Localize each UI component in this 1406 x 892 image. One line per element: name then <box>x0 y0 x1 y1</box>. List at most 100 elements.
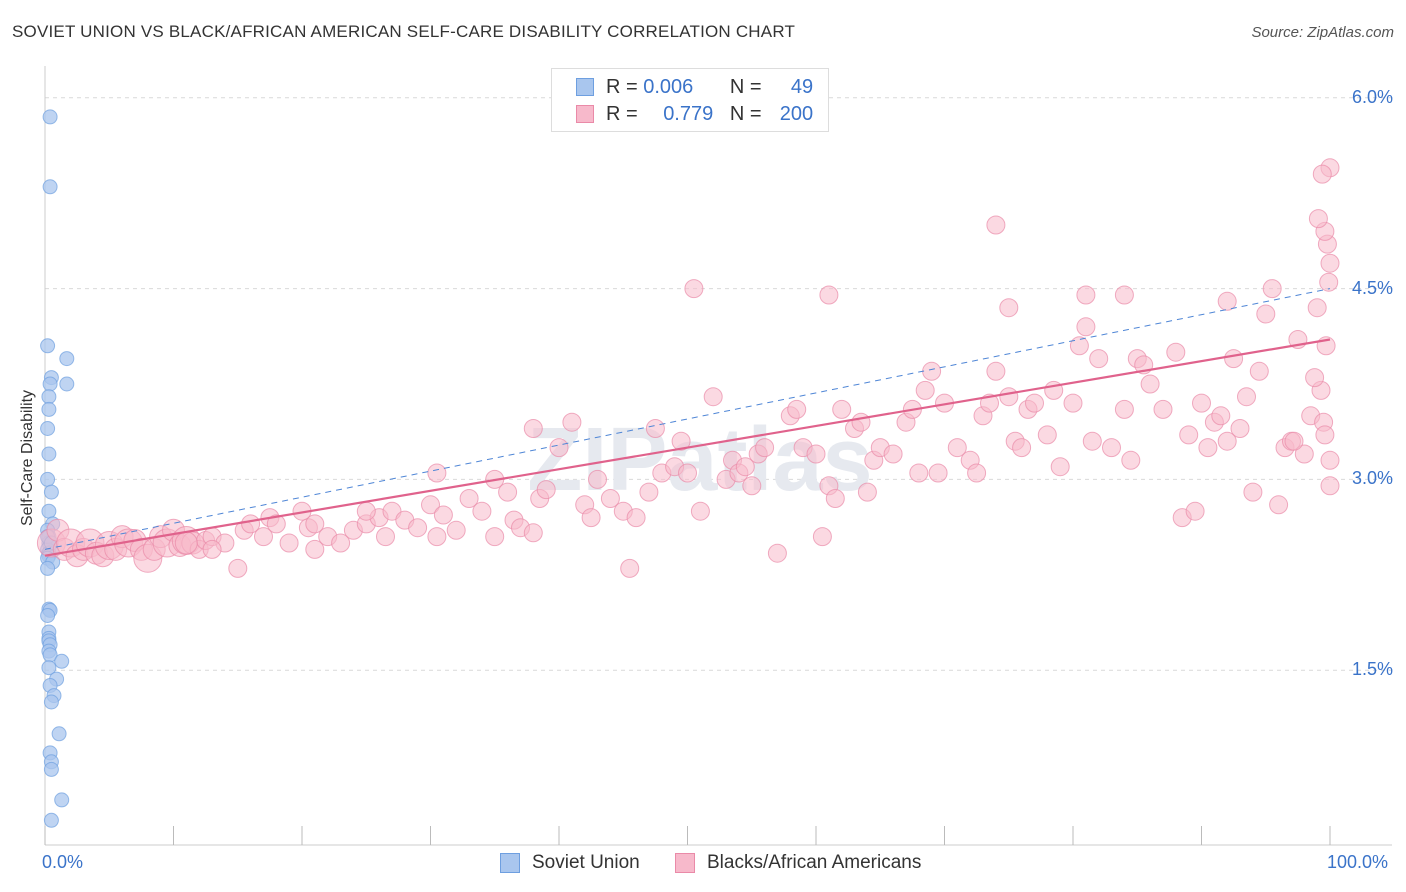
point-blacks-african-americans <box>947 438 967 458</box>
point-blacks-african-americans <box>684 279 704 299</box>
x-tick-max: 100.0% <box>1327 852 1389 872</box>
point-soviet-union <box>59 376 75 392</box>
point-blacks-african-americans <box>787 399 807 419</box>
series-blacks-african-americans <box>36 158 1340 578</box>
point-blacks-african-americans <box>639 482 659 502</box>
point-blacks-african-americans <box>986 361 1006 381</box>
point-blacks-african-americans <box>472 501 492 521</box>
point-blacks-african-americans <box>851 412 871 432</box>
y-tick-label: 3.0% <box>1351 468 1393 489</box>
point-blacks-african-americans <box>600 489 620 508</box>
point-blacks-african-americans <box>922 361 942 381</box>
point-blacks-african-americans <box>742 476 762 496</box>
point-soviet-union <box>41 389 57 405</box>
point-blacks-african-americans <box>1294 444 1314 464</box>
point-blacks-african-americans <box>999 298 1019 318</box>
point-blacks-african-americans <box>1198 438 1218 458</box>
grid-lines <box>45 97 1392 671</box>
point-blacks-african-americans <box>857 482 877 502</box>
point-blacks-african-americans <box>1012 438 1032 458</box>
bottom-legend: Soviet Union Blacks/African Americans <box>0 852 1406 876</box>
point-blacks-african-americans <box>305 539 325 559</box>
series-soviet-union <box>40 109 75 828</box>
legend-r-label: R = <box>606 75 638 98</box>
point-blacks-african-americans <box>305 514 325 534</box>
point-blacks-african-americans <box>1082 431 1102 451</box>
bottom-legend-swatch-soviet-union <box>500 853 520 873</box>
point-soviet-union <box>40 608 56 623</box>
point-blacks-african-americans <box>806 444 826 464</box>
point-blacks-african-americans <box>1166 342 1186 362</box>
point-blacks-african-americans <box>1319 272 1339 292</box>
legend-r-label: R = <box>606 102 638 125</box>
point-blacks-african-americans <box>1102 438 1121 458</box>
point-blacks-african-americans <box>1217 291 1237 311</box>
point-blacks-african-americans <box>1230 419 1250 438</box>
point-blacks-african-americans <box>1307 298 1327 318</box>
point-blacks-african-americans <box>446 520 466 540</box>
point-soviet-union <box>40 338 56 354</box>
bottom-legend-label: Blacks/African Americans <box>707 852 922 873</box>
point-blacks-african-americans <box>1211 406 1231 426</box>
point-blacks-african-americans <box>1320 253 1340 273</box>
y-axis-label: Self-Care Disability <box>19 389 36 527</box>
point-blacks-african-americans <box>536 480 556 500</box>
point-blacks-african-americans <box>254 527 273 547</box>
point-blacks-african-americans <box>1025 393 1044 413</box>
point-soviet-union <box>40 471 56 487</box>
point-blacks-african-americans <box>1224 349 1244 369</box>
point-blacks-african-americans <box>1256 304 1276 324</box>
point-blacks-african-americans <box>1237 387 1256 407</box>
point-blacks-african-americans <box>1269 495 1289 515</box>
point-blacks-african-americans <box>986 215 1006 235</box>
point-blacks-african-americans <box>690 501 710 521</box>
point-soviet-union <box>43 761 59 777</box>
point-blacks-african-americans <box>1284 431 1304 451</box>
legend-n-label: N = <box>729 102 762 125</box>
bottom-legend-soviet-union: Soviet Union <box>500 852 640 874</box>
point-blacks-african-americans <box>1192 393 1211 413</box>
point-blacks-african-americans <box>427 527 447 547</box>
y-tick-label: 4.5% <box>1351 277 1393 298</box>
point-soviet-union <box>59 351 75 367</box>
point-blacks-african-americans <box>1069 336 1089 356</box>
trend-lines <box>44 288 1331 557</box>
point-blacks-african-americans <box>1140 374 1160 394</box>
point-blacks-african-americans <box>421 495 440 515</box>
point-blacks-african-americans <box>266 514 286 534</box>
point-blacks-african-americans <box>1121 450 1141 470</box>
legend-swatch-blacks-african-americans <box>576 105 594 123</box>
y-tick-label: 1.5% <box>1351 659 1393 680</box>
point-blacks-african-americans <box>928 463 948 483</box>
point-blacks-african-americans <box>1249 361 1269 381</box>
point-blacks-african-americans <box>331 533 351 553</box>
point-blacks-african-americans <box>279 533 299 553</box>
point-blacks-african-americans <box>735 457 755 477</box>
point-blacks-african-americans <box>1312 164 1332 184</box>
point-soviet-union <box>42 376 58 392</box>
point-blacks-african-americans <box>915 380 935 400</box>
point-blacks-african-americans <box>202 539 222 559</box>
point-blacks-african-americans <box>1243 482 1263 502</box>
point-blacks-african-americans <box>1320 476 1340 496</box>
point-blacks-african-americans <box>1114 285 1134 305</box>
point-soviet-union <box>40 421 56 436</box>
point-blacks-african-americans <box>581 508 601 528</box>
trend-line-soviet-union <box>44 288 1331 550</box>
point-soviet-union <box>42 179 58 195</box>
point-blacks-african-americans <box>174 531 198 555</box>
point-soviet-union <box>51 726 67 742</box>
legend-n-label: N = <box>729 75 762 98</box>
point-blacks-african-americans <box>1217 431 1237 451</box>
point-soviet-union <box>41 503 57 519</box>
point-blacks-african-americans <box>459 489 479 508</box>
point-blacks-african-americans <box>433 505 453 525</box>
point-blacks-african-americans <box>1179 425 1199 445</box>
point-blacks-african-americans <box>755 438 775 458</box>
point-blacks-african-americans <box>1050 457 1070 477</box>
point-blacks-african-americans <box>1185 501 1205 521</box>
source-label: Source: ZipAtlas.com <box>1251 24 1394 41</box>
point-blacks-african-americans <box>812 527 832 547</box>
bottom-legend-swatch-blacks-african-americans <box>675 853 695 873</box>
point-blacks-african-americans <box>671 431 691 451</box>
